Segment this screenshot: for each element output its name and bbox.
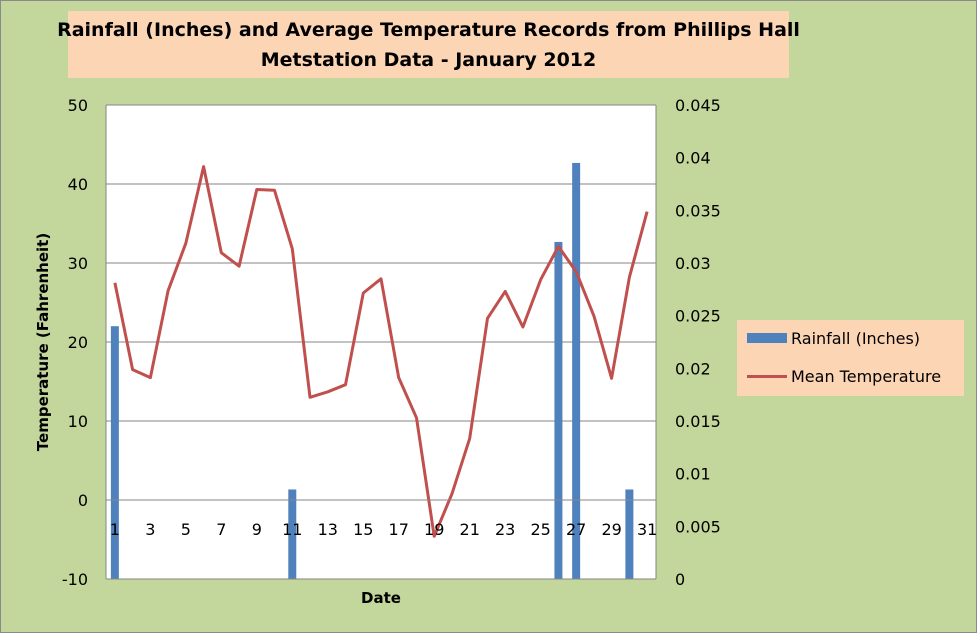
y2-tick-label: 0.03 bbox=[675, 254, 711, 273]
chart-title-line-1: Rainfall (Inches) and Average Temperatur… bbox=[57, 18, 800, 41]
y2-tick-label: 0.015 bbox=[675, 412, 721, 431]
rainfall-bar bbox=[572, 162, 581, 579]
y-tick-label: 20 bbox=[68, 333, 88, 352]
x-tick-label: 9 bbox=[252, 520, 262, 539]
x-tick-label: 27 bbox=[566, 520, 586, 539]
chart-title: Rainfall (Inches) and Average Temperatur… bbox=[57, 11, 800, 78]
x-tick-label: 17 bbox=[389, 520, 409, 539]
x-tick-label: 23 bbox=[495, 520, 515, 539]
x-tick-label: 15 bbox=[353, 520, 373, 539]
legend-item-rainfall: Rainfall (Inches) bbox=[747, 326, 920, 350]
rainfall-bars bbox=[110, 162, 634, 579]
axes: -10 0 10 20 30 40 50 0 0.005 0.01 0.015 0.02 0.025 0.… bbox=[62, 96, 721, 589]
rainfall-bar bbox=[288, 489, 297, 579]
x-tick-label: 31 bbox=[637, 520, 657, 539]
y2-tick-label: 0.01 bbox=[675, 465, 711, 484]
x-tick-label: 25 bbox=[530, 520, 550, 539]
rainfall-bar bbox=[625, 489, 634, 579]
x-tick-label: 21 bbox=[460, 520, 480, 539]
legend-label-temperature: Mean Temperature bbox=[791, 366, 942, 386]
legend: Rainfall (Inches) Mean Temperature bbox=[737, 320, 964, 396]
y2-tick-label: 0.04 bbox=[675, 149, 711, 168]
rainfall-bar bbox=[554, 241, 563, 579]
x-tick-label: 3 bbox=[145, 520, 155, 539]
temperature-line-layer bbox=[113, 165, 649, 538]
x-tick-label: 7 bbox=[216, 520, 226, 539]
chart-title-line-2: Metstation Data - January 2012 bbox=[260, 48, 597, 71]
legend-label-rainfall: Rainfall (Inches) bbox=[791, 328, 921, 348]
legend-item-temperature: Mean Temperature bbox=[747, 364, 941, 388]
y-tick-label: 0 bbox=[78, 491, 88, 510]
y-tick-label: 10 bbox=[68, 412, 88, 431]
legend-swatch-rainfall bbox=[747, 333, 787, 343]
y2-tick-label: 0 bbox=[675, 570, 685, 589]
y-tick-label: 30 bbox=[68, 254, 88, 273]
y2-tick-label: 0.025 bbox=[675, 307, 721, 326]
y2-tick-label: 0.035 bbox=[675, 201, 721, 220]
x-tick-label: 1 bbox=[110, 520, 120, 539]
x-tick-label: 11 bbox=[282, 520, 302, 539]
x-tick-label: 13 bbox=[318, 520, 338, 539]
x-tick-label: 29 bbox=[601, 520, 621, 539]
y-tick-label: 50 bbox=[68, 96, 88, 115]
legend-swatch-temperature bbox=[747, 374, 787, 378]
temperature-line bbox=[113, 165, 649, 538]
rainfall-bar bbox=[110, 326, 119, 579]
x-tick-label: 5 bbox=[181, 520, 191, 539]
y2-tick-label: 0.045 bbox=[675, 96, 721, 115]
y2-tick-label: 0.005 bbox=[675, 517, 721, 536]
y2-tick-label: 0.02 bbox=[675, 359, 711, 378]
y-axis-title: Temperature (Fahrenheit) bbox=[34, 233, 52, 451]
y-tick-label: 40 bbox=[68, 175, 88, 194]
x-axis-title: Date bbox=[361, 589, 401, 607]
x-tick-label: 19 bbox=[424, 520, 444, 539]
y-tick-label: -10 bbox=[62, 570, 88, 589]
